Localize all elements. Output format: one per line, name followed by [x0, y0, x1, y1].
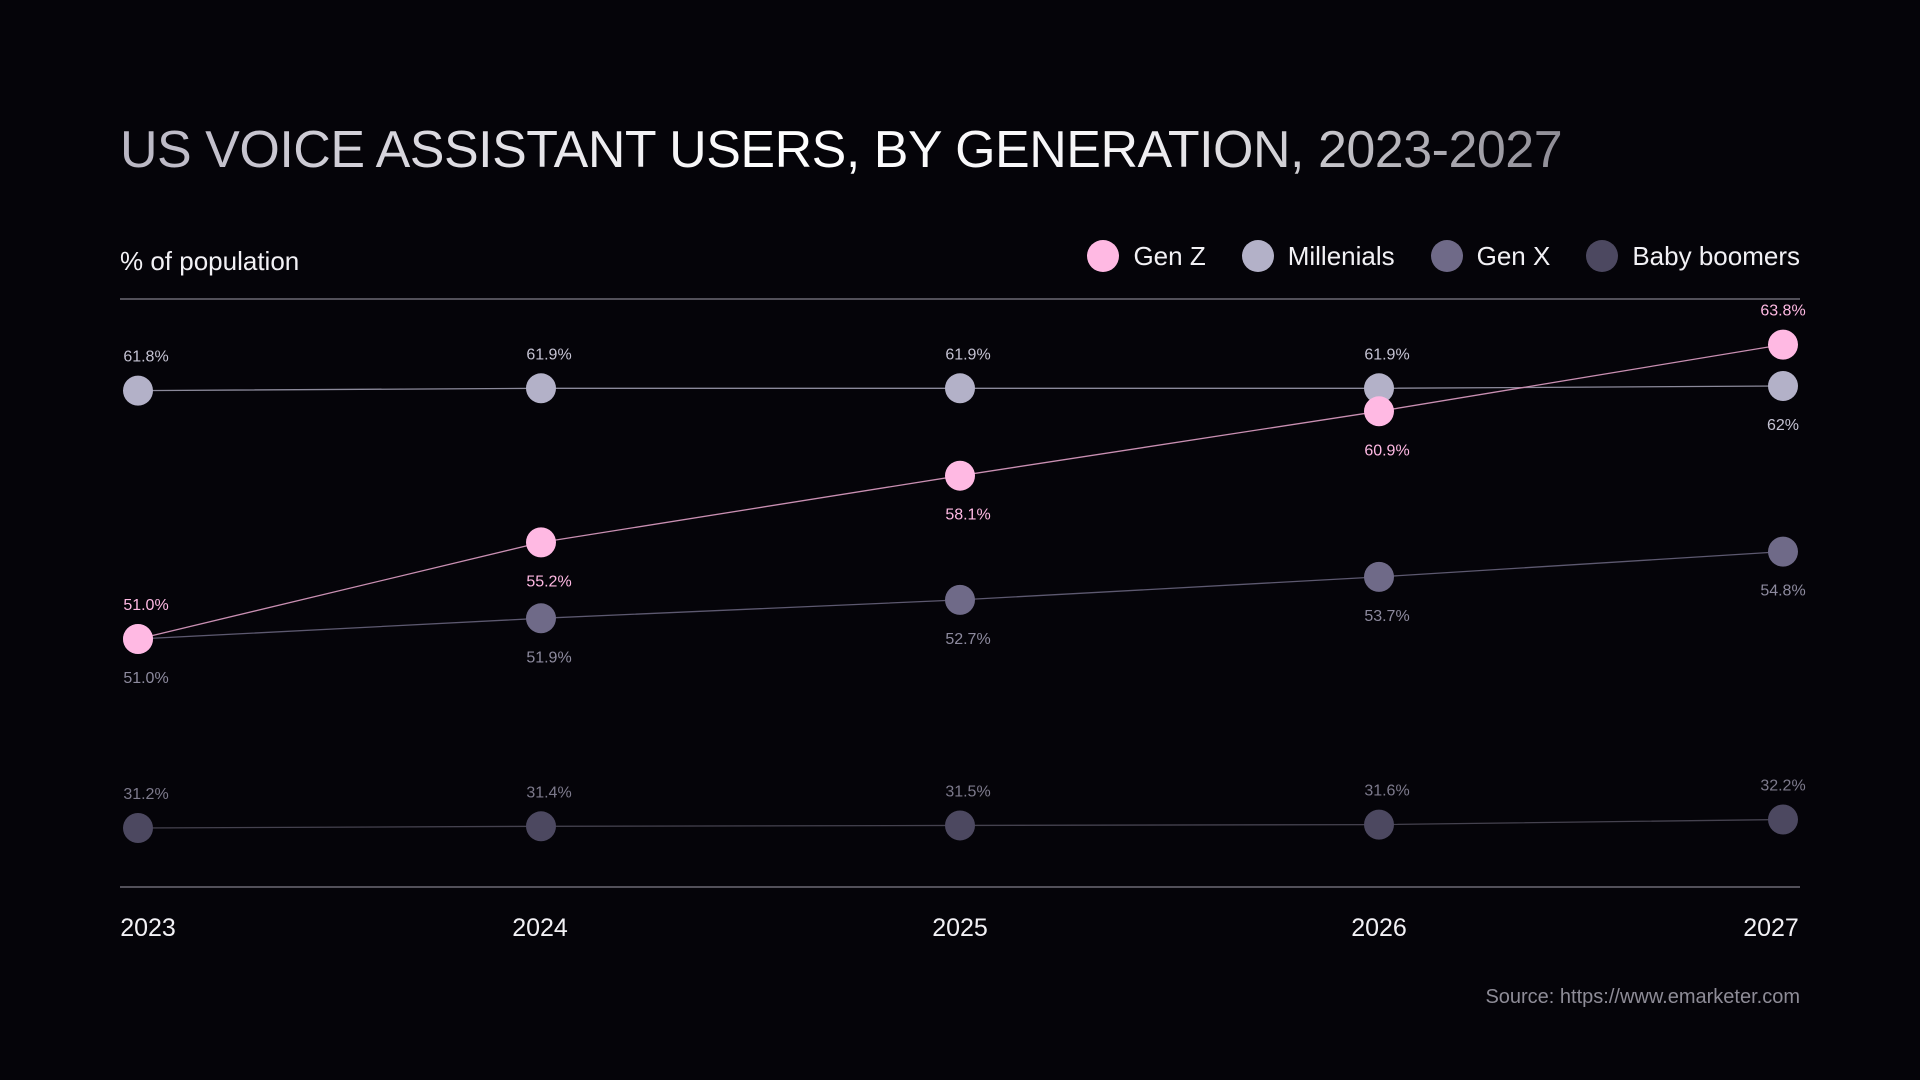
data-label-millenials-2024: 61.9% [526, 346, 571, 363]
point-gen-z-2025 [945, 460, 975, 491]
legend-item-millenials: Millenials [1241, 240, 1395, 272]
point-gen-z-2027 [1768, 329, 1798, 360]
y-axis-label: % of population [120, 246, 300, 276]
data-label-gen-z-2023: 51.0% [123, 597, 168, 614]
legend-marker-baby-boomers [1586, 240, 1619, 272]
point-millenials-2023 [123, 375, 153, 406]
legend-marker-gen-x [1430, 240, 1463, 272]
point-baby-boomers-2027 [1768, 804, 1798, 835]
legend-label-millenials: Millenials [1287, 240, 1395, 271]
point-gen-z-2023 [123, 624, 153, 654]
point-millenials-2024 [526, 373, 556, 404]
x-axis-ticks: 2023 2024 2025 2026 2027 [120, 914, 1799, 942]
point-baby-boomers-2025 [945, 810, 975, 841]
data-label-baby-boomers-2025: 31.5% [945, 783, 990, 800]
point-baby-boomers-2026 [1364, 809, 1394, 840]
legend-label-gen-x: Gen X [1476, 240, 1551, 271]
data-label-gen-x-2026: 53.7% [1364, 608, 1409, 625]
data-label-millenials-2026: 61.9% [1364, 346, 1409, 363]
chart-title: US VOICE ASSISTANT USERS, BY GENERATION,… [120, 121, 1563, 179]
point-millenials-2027 [1768, 371, 1798, 401]
data-label-gen-z-2027: 63.8% [1760, 303, 1805, 320]
data-label-gen-z-2024: 55.2% [526, 573, 571, 590]
legend-item-gen-x: Gen X [1430, 240, 1551, 272]
x-tick-label-2026: 2026 [1351, 914, 1407, 942]
legend-label-gen-z: Gen Z [1133, 240, 1206, 271]
x-tick-label-2023: 2023 [120, 914, 176, 942]
point-millenials-2026 [1364, 373, 1394, 404]
point-baby-boomers-2023 [123, 813, 153, 843]
legend-marker-millenials [1241, 240, 1274, 272]
legend-item-baby-boomers: Baby boomers [1586, 240, 1800, 272]
data-labels: 31.2% 31.4% 31.5% 31.6% 32.2% 51.0% 51.9% 52.7%… [123, 303, 1805, 803]
data-label-millenials-2027: 62% [1767, 417, 1799, 434]
data-label-baby-boomers-2024: 31.4% [526, 784, 571, 801]
data-label-baby-boomers-2023: 31.2% [123, 786, 168, 803]
legend-item-gen-z: Gen Z [1087, 240, 1206, 272]
data-label-gen-x-2024: 51.9% [526, 649, 571, 666]
x-tick-label-2027: 2027 [1743, 914, 1799, 942]
data-label-gen-z-2025: 58.1% [945, 507, 990, 524]
point-gen-x-2027 [1768, 536, 1798, 567]
legend: Gen Z Millenials Gen X Baby boomers [1087, 240, 1800, 272]
data-label-millenials-2023: 61.8% [123, 349, 168, 366]
source-note: Source: https://www.emarketer.com [1485, 986, 1800, 1008]
point-gen-z-2024 [526, 527, 556, 558]
data-points [123, 329, 1798, 843]
data-label-gen-x-2025: 52.7% [945, 631, 990, 648]
data-label-baby-boomers-2027: 32.2% [1760, 778, 1805, 795]
point-baby-boomers-2024 [526, 811, 556, 842]
data-label-gen-x-2023: 51.0% [123, 670, 168, 687]
legend-label-baby-boomers: Baby boomers [1632, 240, 1800, 271]
point-gen-x-2024 [526, 603, 556, 634]
point-gen-x-2025 [945, 584, 975, 615]
data-label-gen-x-2027: 54.8% [1760, 583, 1805, 600]
point-gen-z-2026 [1364, 396, 1394, 427]
legend-marker-gen-z [1087, 240, 1120, 272]
point-gen-x-2026 [1364, 561, 1394, 592]
data-label-millenials-2025: 61.9% [945, 346, 990, 363]
data-label-gen-z-2026: 60.9% [1364, 442, 1409, 459]
x-tick-label-2025: 2025 [932, 914, 988, 942]
data-label-baby-boomers-2026: 31.6% [1364, 783, 1409, 800]
x-tick-label-2024: 2024 [512, 914, 568, 942]
point-millenials-2025 [945, 373, 975, 404]
